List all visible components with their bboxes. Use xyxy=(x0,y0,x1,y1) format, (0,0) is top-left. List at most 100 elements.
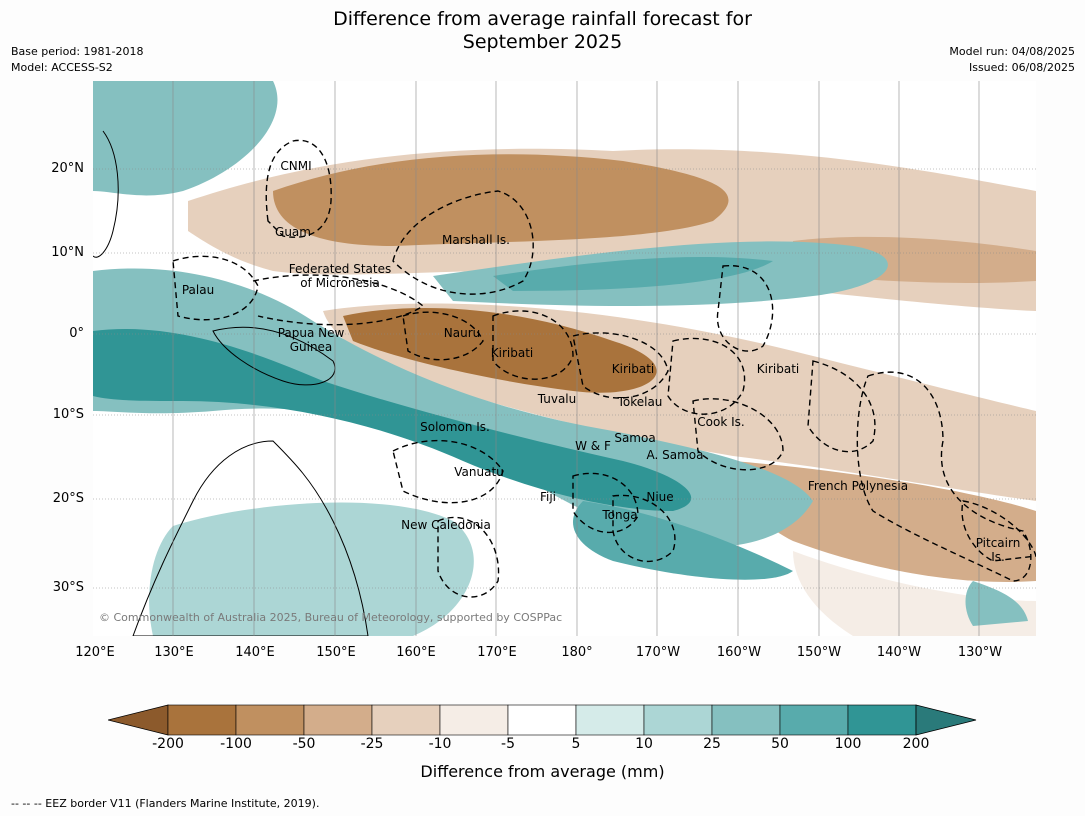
colorbar-segment xyxy=(235,704,305,736)
place-american-samoa: A. Samoa xyxy=(646,448,704,462)
eez-borders xyxy=(172,139,1036,598)
place-pitcairn-line1: Pitcairn xyxy=(975,536,1021,550)
colorbar-tick-label: -25 xyxy=(360,736,384,752)
colorbar-segment xyxy=(303,704,373,736)
place-wallis-futuna: W & F xyxy=(575,439,611,453)
colorbar-tick-label: -5 xyxy=(501,736,515,752)
colorbar-segment xyxy=(847,704,917,736)
place-micronesia: Federated States of Micronesia xyxy=(289,262,391,290)
lon-label: 130°W xyxy=(957,645,1003,660)
dry-band-se xyxy=(733,461,1036,582)
colorbar-tick-label: 200 xyxy=(902,736,930,752)
place-palau: Palau xyxy=(181,283,215,297)
base-period: Base period: 1981-2018 xyxy=(11,45,144,58)
colorbar-segment xyxy=(439,704,509,736)
lon-label: 140°W xyxy=(876,645,922,660)
place-png-line2: Guinea xyxy=(289,340,333,354)
place-png-line1: Papua New xyxy=(277,326,345,340)
colorbar-tick-label: 25 xyxy=(703,736,721,752)
colorbar-segment xyxy=(711,704,781,736)
colorbar xyxy=(108,704,977,736)
place-tokelau: Tokelau xyxy=(617,395,663,409)
colorbar-segment xyxy=(167,704,237,736)
wet-warm-pool-core xyxy=(93,329,692,511)
dry-band-north-inner xyxy=(273,154,729,246)
colorbar-tick-label: -200 xyxy=(152,736,184,752)
lat-label: 30°S xyxy=(52,580,84,595)
place-kiribati-east: Kiribati xyxy=(756,362,800,376)
colorbar-tick-label: -100 xyxy=(220,736,252,752)
place-micronesia-line2: of Micronesia xyxy=(300,276,380,290)
colorbar-tick-label: 50 xyxy=(771,736,789,752)
copyright-notice: © Commonwealth of Australia 2025, Bureau… xyxy=(99,611,563,624)
wet-northwest xyxy=(93,81,278,196)
place-fiji: Fiji xyxy=(539,490,557,504)
model-run: Model run: 04/08/2025 xyxy=(949,45,1075,58)
lon-label: 120°E xyxy=(75,645,115,660)
place-cnmi: CNMI xyxy=(280,159,312,173)
lon-label: 150°W xyxy=(796,645,842,660)
map-gridlines xyxy=(93,81,1036,636)
lon-label: 140°E xyxy=(235,645,275,660)
lon-label: 160°W xyxy=(716,645,762,660)
colorbar-tick-label: 5 xyxy=(571,736,581,752)
colorbar-segment xyxy=(779,704,849,736)
wet-coral-sea xyxy=(149,502,474,636)
colorbar-arrow-high xyxy=(915,704,977,736)
place-kiribati-central: Kiribati xyxy=(611,362,655,376)
place-kiribati-west: Kiribati xyxy=(490,346,534,360)
lon-label: 130°E xyxy=(154,645,194,660)
australia-land xyxy=(132,440,369,636)
rainfall-map: CNMI Guam Marshall Is. Federated States … xyxy=(93,81,1036,636)
chart-title: Difference from average rainfall forecas… xyxy=(0,8,1085,54)
philippines-land xyxy=(93,130,119,258)
dry-core-equatorial xyxy=(343,308,657,393)
place-samoa: Samoa xyxy=(614,431,656,445)
lat-label: 20°S xyxy=(52,491,84,506)
place-solomon-islands: Solomon Is. xyxy=(420,420,490,434)
lat-label: 0° xyxy=(69,326,84,341)
colorbar-segment xyxy=(371,704,441,736)
wet-far-southeast xyxy=(965,581,1028,626)
lon-label: 180° xyxy=(561,645,593,660)
issued-date: Issued: 06/08/2025 xyxy=(968,61,1075,74)
meta-right: Model run: 04/08/2025 Issued: 06/08/2025 xyxy=(949,44,1075,76)
colorbar-tick-label: 10 xyxy=(635,736,653,752)
eez-legend-footer: -- -- -- EEZ border V11 (Flanders Marine… xyxy=(11,797,320,810)
colorbar-segment xyxy=(575,704,645,736)
place-tonga: Tonga xyxy=(602,508,638,522)
colorbar-segment xyxy=(507,704,577,736)
place-tuvalu: Tuvalu xyxy=(537,392,577,406)
map-canvas xyxy=(93,81,1036,636)
colorbar-tick-label: -10 xyxy=(428,736,452,752)
title-line-1: Difference from average rainfall forecas… xyxy=(333,8,752,30)
new-guinea-land xyxy=(212,326,336,386)
lat-label: 20°N xyxy=(51,161,84,176)
place-nauru: Nauru xyxy=(443,326,481,340)
place-micronesia-line1: Federated States xyxy=(288,262,392,276)
lon-label: 170°W xyxy=(635,645,681,660)
place-pitcairn: Pitcairn Is. xyxy=(976,536,1021,564)
colorbar-title: Difference from average (mm) xyxy=(420,762,665,781)
colorbar-tick-label: -50 xyxy=(292,736,316,752)
wet-itcz-core xyxy=(493,256,773,291)
lat-label: 10°N xyxy=(51,245,84,260)
place-pitcairn-line2: Is. xyxy=(991,550,1005,564)
place-papua-new-guinea: Papua New Guinea xyxy=(278,326,345,354)
place-new-caledonia: New Caledonia xyxy=(401,518,491,532)
colorbar-tick-label: 100 xyxy=(834,736,862,752)
lon-label: 160°E xyxy=(396,645,436,660)
title-line-2: September 2025 xyxy=(462,31,623,53)
place-vanuatu: Vanuatu xyxy=(454,465,504,479)
place-marshall-islands: Marshall Is. xyxy=(442,233,510,247)
place-cook-islands: Cook Is. xyxy=(697,415,745,429)
place-niue: Niue xyxy=(646,490,674,504)
place-french-polynesia: French Polynesia xyxy=(807,479,909,493)
model-name: Model: ACCESS-S2 xyxy=(11,61,113,74)
lon-label: 150°E xyxy=(316,645,356,660)
lat-label: 10°S xyxy=(52,407,84,422)
place-guam: Guam xyxy=(275,225,311,239)
lon-label: 170°E xyxy=(477,645,517,660)
colorbar-arrow-low xyxy=(108,704,169,736)
colorbar-segment xyxy=(643,704,713,736)
